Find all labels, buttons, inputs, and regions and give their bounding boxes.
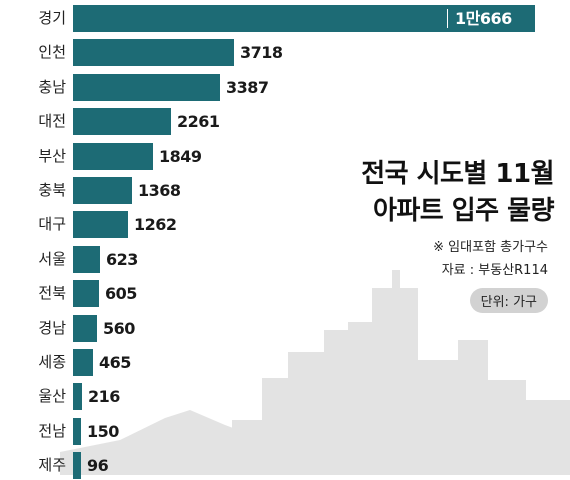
skyline-building [348, 322, 372, 475]
value-label: 1만666 [455, 9, 512, 28]
category-label: 세종 [38, 353, 66, 371]
bar [73, 211, 128, 238]
value-label: 96 [87, 456, 109, 475]
skyline-building [418, 360, 458, 475]
skyline-building [324, 330, 348, 475]
value-label: 150 [87, 422, 119, 441]
value-label: 216 [88, 387, 120, 406]
bar [73, 349, 93, 376]
value-label: 560 [103, 319, 135, 338]
category-label: 전남 [38, 422, 66, 440]
category-label: 울산 [38, 387, 66, 405]
value-label: 465 [99, 353, 131, 372]
category-label: 제주 [38, 456, 66, 474]
bar [73, 383, 82, 410]
value-label: 3718 [240, 43, 283, 62]
bar [73, 108, 171, 135]
skyline-building [526, 400, 570, 475]
category-label: 부산 [38, 147, 66, 165]
skyline-building [372, 288, 418, 475]
category-label: 서울 [38, 250, 66, 268]
source-note: 자료 : 부동산R114 [441, 263, 548, 278]
value-label: 2261 [177, 112, 220, 131]
skyline-building [458, 340, 488, 475]
value-label: 3387 [226, 78, 269, 97]
category-label: 충북 [38, 181, 66, 199]
bar [73, 39, 234, 66]
skyline-antenna [392, 270, 400, 290]
bar [73, 315, 97, 342]
unit-badge: 단위: 가구 [469, 288, 548, 313]
bar [73, 74, 220, 101]
footnote-rental-included: ※ 임대포함 총가구수 [433, 240, 548, 255]
chart-title-line-2: 아파트 입주 물량 [372, 196, 555, 226]
value-label: 1368 [138, 181, 181, 200]
value-label: 605 [105, 284, 137, 303]
category-label: 인천 [38, 43, 66, 61]
bar [73, 5, 535, 32]
bar [73, 280, 99, 307]
value-separator [447, 9, 448, 28]
skyline-building [488, 380, 526, 475]
value-label: 1262 [134, 215, 177, 234]
value-label: 623 [106, 250, 138, 269]
skyline-building [232, 420, 262, 475]
category-label: 대구 [38, 215, 66, 233]
bar [73, 418, 81, 445]
category-label: 대전 [38, 112, 66, 130]
skyline-building [288, 352, 324, 475]
category-label: 충남 [38, 78, 66, 96]
skyline-building [262, 378, 288, 475]
category-label: 경기 [38, 9, 66, 27]
value-label: 1849 [159, 147, 202, 166]
category-label: 전북 [38, 284, 66, 302]
bar [73, 452, 81, 479]
chart-title-line-1: 전국 시도별 11월 [361, 159, 554, 189]
bar [73, 143, 153, 170]
bar [73, 246, 100, 273]
bar [73, 177, 132, 204]
category-label: 경남 [38, 319, 66, 337]
